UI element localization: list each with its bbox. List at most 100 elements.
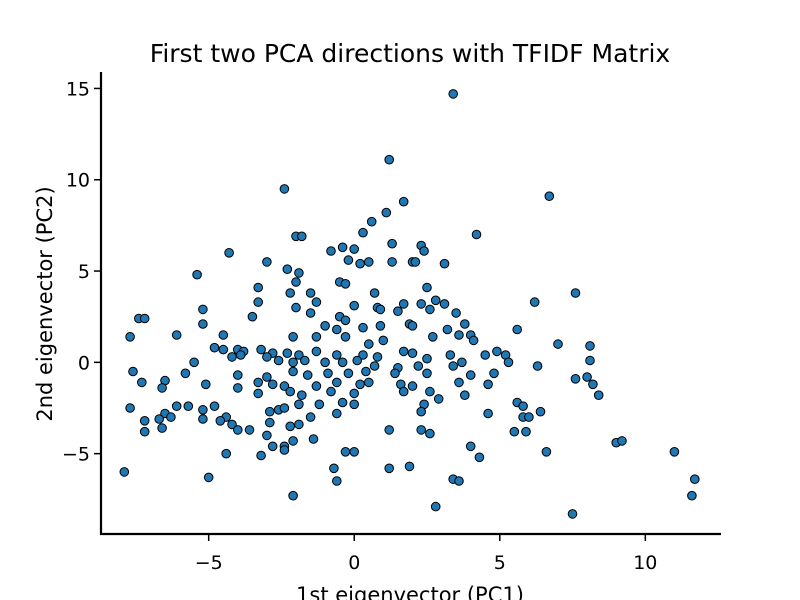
scatter-point <box>460 319 470 329</box>
scatter-point <box>332 377 342 388</box>
x-tick-label: 10 <box>633 552 657 574</box>
x-tick-label: 5 <box>494 552 506 574</box>
scatter-point <box>253 388 264 399</box>
scatter-point <box>340 315 351 326</box>
scatter-point <box>288 490 298 501</box>
scatter-point <box>198 414 208 424</box>
scatter-point <box>509 426 520 437</box>
scatter-point <box>349 300 360 311</box>
scatter-point <box>288 332 298 342</box>
scatter-point <box>311 332 322 342</box>
scatter-point <box>442 324 453 335</box>
scatter-point <box>337 397 348 408</box>
scatter-point <box>119 467 130 477</box>
scatter-point <box>387 238 397 249</box>
scatter-point <box>570 374 581 384</box>
scatter-point <box>227 419 237 430</box>
scatter-point <box>285 421 296 432</box>
scatter-point <box>311 346 322 357</box>
scatter-point <box>329 463 339 474</box>
scatter-point <box>308 434 319 444</box>
chart-title: First two PCA directions with TFIDF Matr… <box>150 39 670 68</box>
scatter-point <box>690 474 700 485</box>
scatter-point <box>439 299 450 309</box>
scatter-point <box>582 372 592 382</box>
scatter-point <box>355 258 365 269</box>
scatter-point <box>404 461 415 472</box>
scatter-point <box>349 388 360 399</box>
scatter-point <box>337 242 348 253</box>
y-tick-label: −5 <box>62 444 90 466</box>
scatter-point <box>585 341 595 351</box>
scatter-point <box>288 366 298 377</box>
x-tick-label: −5 <box>195 552 223 574</box>
scatter-point <box>215 416 226 426</box>
scatter-point <box>227 352 237 362</box>
scatter-point <box>125 403 135 413</box>
scatter-point <box>474 452 485 463</box>
scatter-point <box>384 463 395 474</box>
scatter-point <box>332 350 342 360</box>
scatter-point <box>439 258 450 269</box>
scatter-point <box>209 401 220 412</box>
scatter-point <box>669 447 680 457</box>
scatter-point <box>617 436 627 446</box>
scatter-point <box>218 344 229 355</box>
scatter-point <box>454 476 464 486</box>
scatter-point <box>378 335 389 346</box>
scatter-point <box>291 302 301 313</box>
scatter-point <box>369 288 380 298</box>
scatter-point <box>430 501 441 512</box>
scatter-point <box>218 330 229 340</box>
scatter-point <box>291 277 301 287</box>
scatter-point <box>460 390 470 401</box>
scatter-point <box>154 414 164 424</box>
scatter-point <box>235 350 246 360</box>
scatter-point <box>221 448 231 459</box>
scatter-point <box>262 372 272 382</box>
y-tick-label: 10 <box>66 170 90 192</box>
scatter-point <box>384 154 395 165</box>
scatter-point <box>454 330 464 340</box>
scatter-point <box>364 257 374 267</box>
scatter-point <box>305 308 316 318</box>
scatter-point <box>247 311 258 322</box>
scatter-point <box>279 445 290 455</box>
x-ticks: −5 0 5 10 <box>195 534 657 574</box>
scatter-point <box>483 379 493 390</box>
scatter-point <box>203 472 214 483</box>
scatter-point <box>518 401 528 412</box>
x-axis-label: 1st eigenvector (PC1) <box>296 583 524 600</box>
scatter-point <box>244 425 255 435</box>
scatter-point <box>233 383 243 393</box>
scatter-point <box>253 377 264 388</box>
scatter-point <box>337 357 348 368</box>
scatter-point <box>465 370 476 380</box>
scatter-point <box>311 381 322 391</box>
scatter-point <box>349 244 360 254</box>
scatter-point <box>305 288 316 298</box>
scatter-point <box>457 357 467 368</box>
scatter-point <box>171 330 182 340</box>
scatter-point <box>297 390 307 401</box>
scatter-point <box>157 383 167 393</box>
scatter-point <box>253 282 264 293</box>
scatter-point <box>364 377 374 388</box>
scatter-point <box>294 399 304 410</box>
scatter-point <box>332 324 342 335</box>
scatter-point <box>687 490 697 501</box>
scatter-point <box>512 324 523 335</box>
scatter-point <box>262 352 272 362</box>
scatter-point <box>454 377 464 388</box>
scatter-point <box>314 399 325 410</box>
scatter-point <box>358 322 368 333</box>
scatter-point <box>448 89 459 99</box>
scatter-point <box>320 357 330 368</box>
scatter-point <box>233 425 243 435</box>
scatter-point <box>430 295 441 306</box>
scatter-point <box>265 406 275 417</box>
scatter-point <box>553 339 563 349</box>
scatter-point <box>413 361 424 371</box>
scatter-point <box>137 377 147 388</box>
